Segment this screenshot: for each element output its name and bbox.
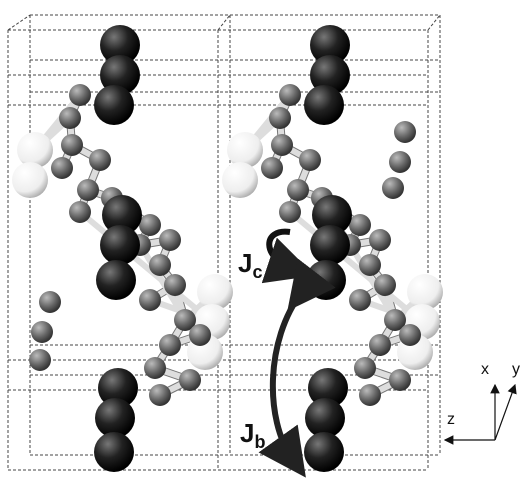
isolated-atom	[31, 321, 53, 343]
jb-main: J	[240, 418, 254, 448]
gray-atom	[399, 324, 421, 346]
gray-atom	[271, 134, 293, 156]
white-atom	[17, 132, 53, 168]
black-atom	[94, 85, 134, 125]
gray-atom	[354, 357, 376, 379]
gray-atom	[69, 84, 91, 106]
gray-atom	[159, 229, 181, 251]
black-atom	[306, 260, 346, 300]
black-atom	[95, 398, 135, 438]
gray-atom	[369, 229, 391, 251]
gray-atom	[261, 157, 283, 179]
gray-atom	[369, 334, 391, 356]
axes-indicator: x y z	[445, 361, 520, 440]
isolated-atom	[39, 291, 61, 313]
isolated-atom	[382, 177, 404, 199]
gray-atom	[279, 84, 301, 106]
gray-atom	[144, 357, 166, 379]
gray-atom	[159, 334, 181, 356]
black-atom	[310, 225, 350, 265]
gray-atom	[349, 214, 371, 236]
jc-main: J	[238, 248, 252, 278]
gray-atom	[61, 134, 83, 156]
black-atom	[94, 432, 134, 472]
gray-atom	[269, 107, 291, 129]
black-atom	[100, 225, 140, 265]
gray-atom	[389, 369, 411, 391]
black-atom	[304, 85, 344, 125]
isolated-atom	[389, 151, 411, 173]
gray-atom	[359, 384, 381, 406]
black-atom	[305, 398, 345, 438]
axis-x-label: x	[481, 361, 489, 378]
jc-label: Jc	[238, 248, 262, 282]
gray-atom	[51, 157, 73, 179]
gray-atom	[179, 369, 201, 391]
gray-atom	[374, 274, 396, 296]
structure-diagram: Jc Jb x y z	[0, 0, 524, 478]
gray-atom	[359, 254, 381, 276]
gray-atom	[89, 149, 111, 171]
jb-label: Jb	[240, 418, 265, 452]
black-atom	[96, 260, 136, 300]
gray-atom	[189, 324, 211, 346]
axis-y-label: y	[512, 361, 520, 378]
white-atom	[222, 162, 258, 198]
isolated-atom	[29, 349, 51, 371]
gray-atom	[349, 289, 371, 311]
white-atom	[12, 162, 48, 198]
gray-atom	[164, 274, 186, 296]
gray-atom	[77, 179, 99, 201]
white-atom	[227, 132, 263, 168]
isolated-atom	[394, 121, 416, 143]
jc-sub: c	[252, 262, 262, 282]
gray-atom	[149, 254, 171, 276]
black-atom	[304, 432, 344, 472]
gray-atom	[69, 201, 91, 223]
gray-atom	[139, 289, 161, 311]
jb-sub: b	[254, 432, 265, 452]
gray-atom	[139, 214, 161, 236]
gray-atom	[59, 107, 81, 129]
axis-z-label: z	[447, 411, 455, 428]
gray-atom	[299, 149, 321, 171]
gray-atom	[149, 384, 171, 406]
gray-atom	[279, 201, 301, 223]
gray-atom	[287, 179, 309, 201]
